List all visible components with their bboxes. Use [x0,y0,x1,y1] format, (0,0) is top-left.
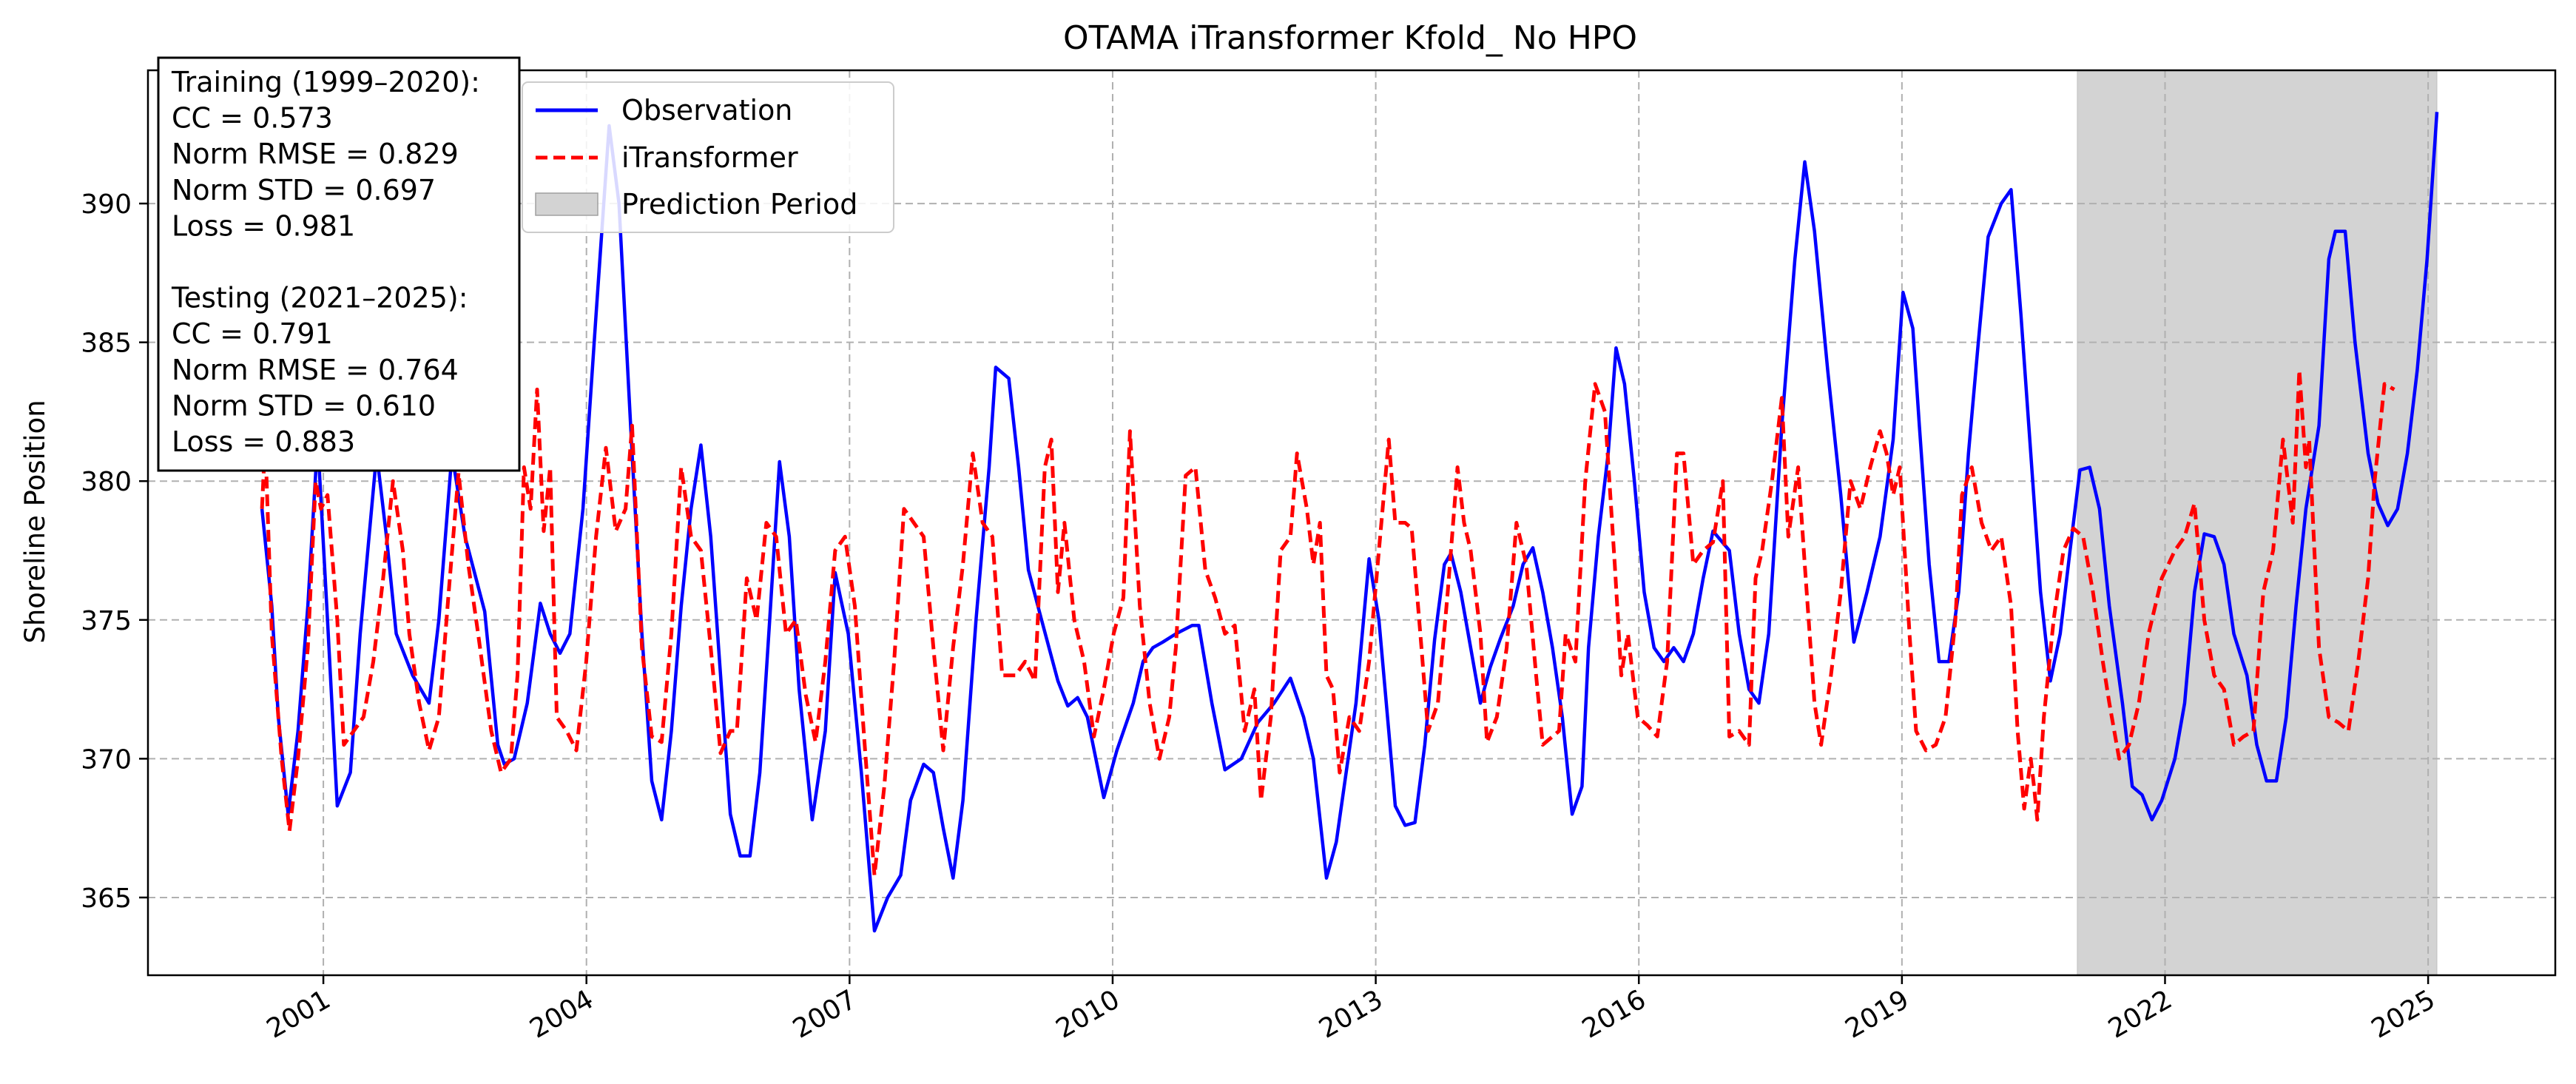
legend-label: iTransformer [621,141,798,174]
stats-line: Loss = 0.981 [172,209,355,242]
legend-frame [522,81,894,233]
stats-line: Testing (2021–2025): [171,282,468,314]
stats-line: Training (1999–2020): [171,66,480,98]
y-tick-label: 380 [81,467,132,497]
chart-title: OTAMA iTransformer Kfold_ No HPO [1063,19,1637,57]
stats-line: CC = 0.573 [172,102,333,135]
legend-label: Prediction Period [621,188,857,220]
axes-frame [146,69,2557,977]
y-axis-ticks: 365 370 375 380 385 390 [81,189,148,914]
series-line-observation [260,112,2439,933]
y-tick-label: 390 [81,189,132,220]
y-axis-label: Shoreline Position [19,400,51,643]
stats-line: Norm STD = 0.610 [172,389,436,422]
axes [146,69,2557,977]
stats-line: Norm STD = 0.697 [172,174,436,206]
legend: Observation iTransformer Prediction Period [522,81,894,233]
y-tick-label: 365 [81,883,132,914]
legend-label: Observation [621,94,792,127]
y-tick-label: 370 [81,744,132,775]
stats-line: Norm RMSE = 0.764 [172,354,459,386]
series-layer [260,112,2439,933]
stats-line: Loss = 0.883 [172,425,355,458]
stats-line: CC = 0.791 [172,317,333,350]
y-tick-label: 375 [81,606,132,636]
stats-box-frame [157,56,521,472]
y-tick-label: 385 [81,329,132,359]
series-line-itransformer [260,368,2395,878]
prediction-period-shading [2077,70,2438,976]
prediction-period-rect [2077,70,2438,976]
stats-line: Norm RMSE = 0.829 [172,138,459,170]
legend-swatch-prediction-period [535,192,599,216]
